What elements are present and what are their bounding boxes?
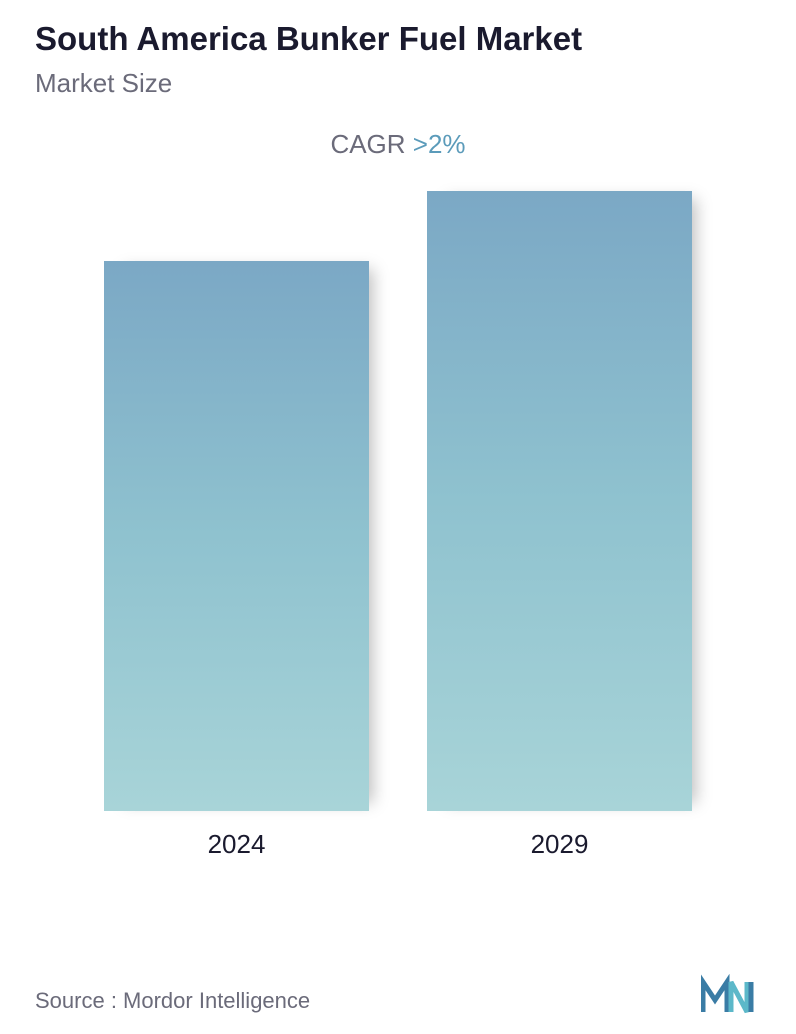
chart-title: South America Bunker Fuel Market [35,20,761,58]
bar-label-2029: 2029 [531,829,589,860]
cagr-value: >2% [413,129,466,159]
chart-subtitle: Market Size [35,68,761,99]
bar-label-2024: 2024 [208,829,266,860]
bar-wrapper-1: 2029 [420,191,700,860]
cagr-display: CAGR >2% [35,129,761,160]
source-text: Source : Mordor Intelligence [35,988,310,1014]
mordor-logo-icon [701,974,761,1014]
bar-2024 [104,261,369,811]
chart-area: 2024 2029 [35,180,761,910]
bars-container: 2024 2029 [35,180,761,860]
bar-wrapper-0: 2024 [97,261,377,860]
cagr-label: CAGR [330,129,412,159]
footer: Source : Mordor Intelligence [35,974,761,1014]
bar-2029 [427,191,692,811]
